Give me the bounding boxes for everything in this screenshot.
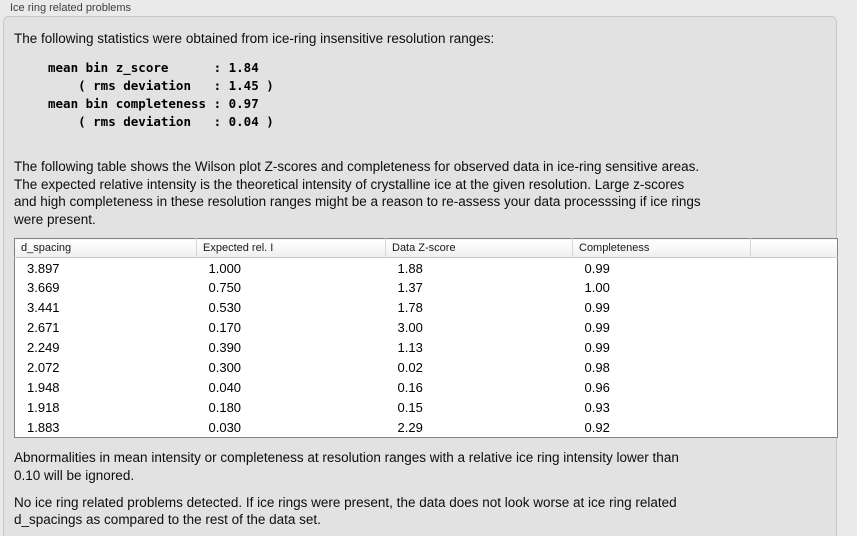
cell-d-spacing: 2.072 [14, 357, 197, 378]
cell-empty [750, 397, 838, 418]
cell-empty [750, 257, 838, 278]
ignore-note-text: Abnormalities in mean intensity or compl… [14, 450, 679, 483]
table-row[interactable]: 3.441 0.530 1.78 0.99 [14, 297, 838, 318]
cell-empty [750, 317, 838, 338]
cell-d-spacing: 1.948 [14, 377, 197, 398]
table-header-row: d_spacing Expected rel. I Data Z-score C… [14, 238, 838, 259]
cell-data-z-score: 2.29 [385, 417, 573, 438]
cell-d-spacing: 3.441 [14, 297, 197, 318]
stats-intro-text: The following statistics were obtained f… [14, 31, 495, 46]
cell-d-spacing: 2.249 [14, 337, 197, 358]
column-header-d-spacing[interactable]: d_spacing [14, 238, 197, 259]
cell-data-z-score: 1.88 [385, 257, 573, 278]
cell-data-z-score: 1.13 [385, 337, 573, 358]
cell-expected-rel-i: 0.030 [196, 417, 386, 438]
cell-expected-rel-i: 1.000 [196, 257, 386, 278]
cell-completeness: 0.99 [572, 297, 751, 318]
cell-data-z-score: 0.16 [385, 377, 573, 398]
cell-empty [750, 277, 838, 298]
cell-expected-rel-i: 0.300 [196, 357, 386, 378]
cell-completeness: 0.99 [572, 317, 751, 338]
cell-d-spacing: 1.883 [14, 417, 197, 438]
cell-expected-rel-i: 0.750 [196, 277, 386, 298]
cell-completeness: 0.99 [572, 337, 751, 358]
panel-title: Ice ring related problems [10, 2, 132, 14]
table-row[interactable]: 3.669 0.750 1.37 1.00 [14, 277, 838, 298]
cell-d-spacing: 3.669 [14, 277, 197, 298]
cell-empty [750, 337, 838, 358]
stats-summary-block: mean bin z_score : 1.84 ( rms deviation … [48, 60, 274, 129]
cell-empty [750, 357, 838, 378]
cell-completeness: 0.96 [572, 377, 751, 398]
cell-empty [750, 297, 838, 318]
cell-data-z-score: 1.78 [385, 297, 573, 318]
table-row[interactable]: 2.249 0.390 1.13 0.99 [14, 337, 838, 358]
cell-expected-rel-i: 0.530 [196, 297, 386, 318]
column-header-completeness[interactable]: Completeness [572, 238, 751, 259]
table-row[interactable]: 1.918 0.180 0.15 0.93 [14, 397, 838, 418]
table-row[interactable]: 2.072 0.300 0.02 0.98 [14, 357, 838, 378]
cell-expected-rel-i: 0.180 [196, 397, 386, 418]
cell-empty [750, 377, 838, 398]
cell-expected-rel-i: 0.170 [196, 317, 386, 338]
table-row[interactable]: 2.671 0.170 3.00 0.99 [14, 317, 838, 338]
cell-completeness: 1.00 [572, 277, 751, 298]
ice-ring-table[interactable]: d_spacing Expected rel. I Data Z-score C… [14, 238, 838, 439]
cell-d-spacing: 3.897 [14, 257, 197, 278]
cell-completeness: 0.99 [572, 257, 751, 278]
cell-completeness: 0.93 [572, 397, 751, 418]
table-description-text: The following table shows the Wilson plo… [14, 159, 701, 227]
ice-ring-groupbox: The following statistics were obtained f… [3, 16, 838, 536]
column-header-empty[interactable] [750, 238, 838, 259]
cell-data-z-score: 3.00 [385, 317, 573, 338]
cell-expected-rel-i: 0.040 [196, 377, 386, 398]
cell-completeness: 0.98 [572, 357, 751, 378]
column-header-data-z-score[interactable]: Data Z-score [385, 238, 573, 259]
cell-data-z-score: 0.02 [385, 357, 573, 378]
table-row[interactable]: 1.883 0.030 2.29 0.92 [14, 417, 838, 438]
cell-d-spacing: 2.671 [14, 317, 197, 338]
cell-completeness: 0.92 [572, 417, 751, 438]
cell-empty [750, 417, 838, 438]
cell-data-z-score: 1.37 [385, 277, 573, 298]
cell-expected-rel-i: 0.390 [196, 337, 386, 358]
column-header-expected-rel-i[interactable]: Expected rel. I [196, 238, 386, 259]
conclusion-text: No ice ring related problems detected. I… [14, 494, 677, 528]
table-row[interactable]: 1.948 0.040 0.16 0.96 [14, 377, 838, 398]
cell-data-z-score: 0.15 [385, 397, 573, 418]
cell-d-spacing: 1.918 [14, 397, 197, 418]
table-row[interactable]: 3.897 1.000 1.88 0.99 [14, 257, 838, 278]
